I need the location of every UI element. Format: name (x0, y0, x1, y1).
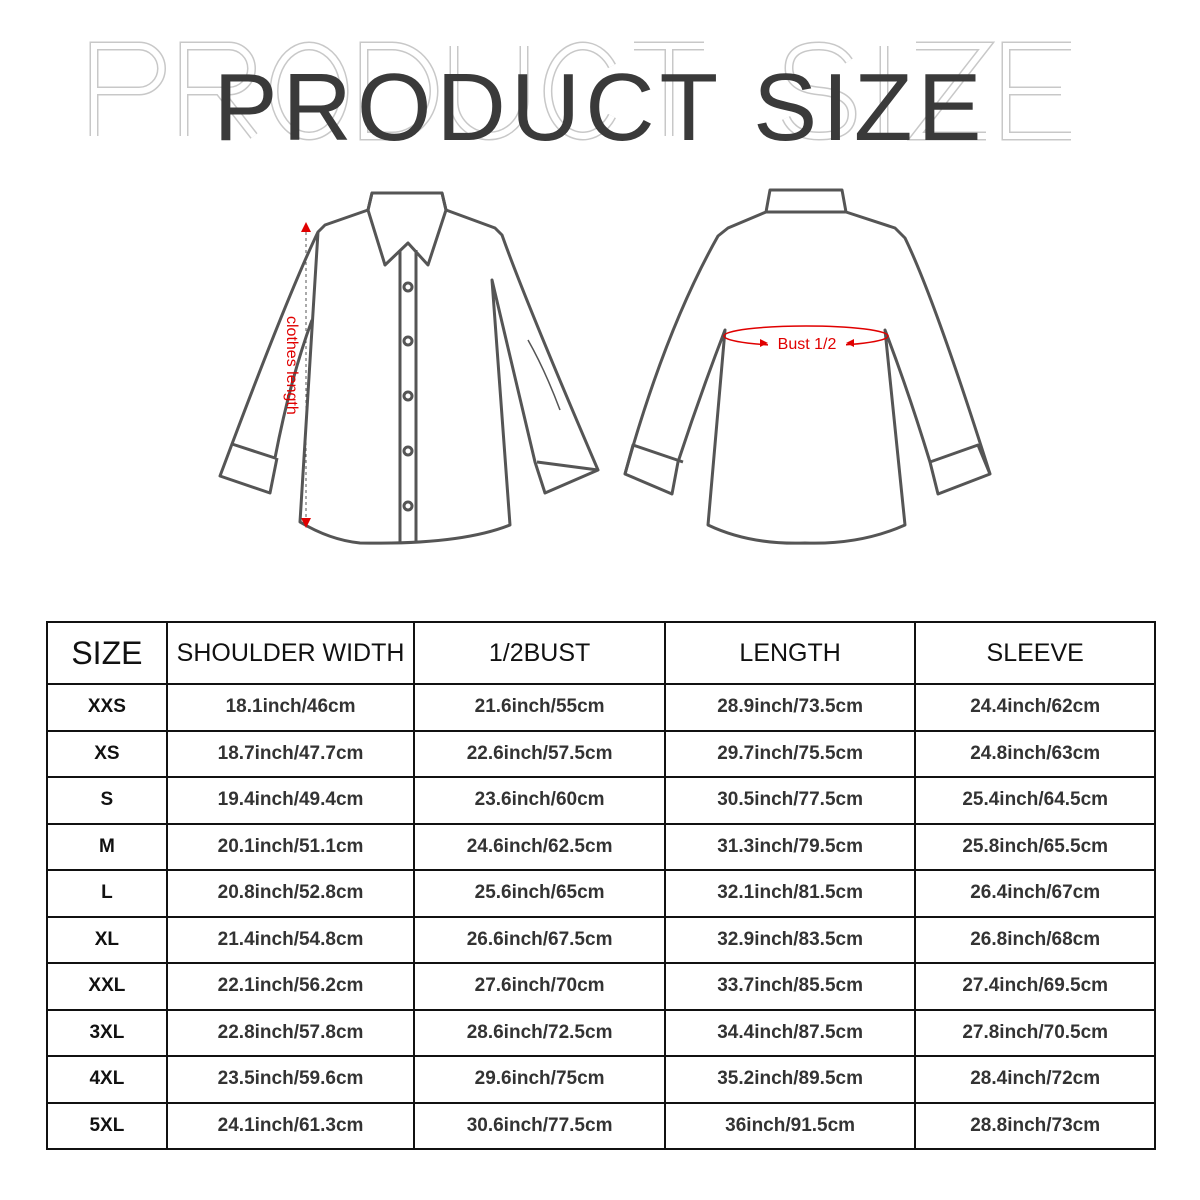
header-shoulder-width: SHOULDER WIDTH (165, 621, 416, 685)
cell-length: 33.7inch/85.5cm (663, 962, 917, 1011)
bust-measure: Bust 1/2 (723, 325, 889, 353)
cell-size: XXS (46, 683, 168, 732)
clothes-length-measure: clothes length (283, 222, 311, 528)
cell-size: M (46, 822, 168, 871)
table-row: XS 18.7inch/47.7cm 22.6inch/57.5cm 29.7inch… (46, 729, 1156, 778)
cell-shoulder-width: 18.7inch/47.7cm (165, 729, 416, 778)
page-title: PRODUCT SIZE (213, 54, 987, 161)
cell-length: 34.4inch/87.5cm (663, 1008, 917, 1057)
header-half-bust: 1/2BUST (413, 621, 666, 685)
table-row: S 19.4inch/49.4cm 23.6inch/60cm 30.5inch/77… (46, 776, 1156, 825)
cell-size: XXL (46, 962, 168, 1011)
table-row: XL 21.4inch/54.8cm 26.6inch/67.5cm 32.9inch… (46, 915, 1156, 964)
shirt-diagram: clothes length Bust 1/2 (218, 188, 992, 545)
arrow-left-icon (846, 339, 854, 347)
cell-length: 28.9inch/73.5cm (663, 683, 917, 732)
cell-length: 31.3inch/79.5cm (663, 822, 917, 871)
cell-half-bust: 28.6inch/72.5cm (413, 1008, 666, 1057)
cell-sleeve: 26.4inch/67cm (914, 869, 1156, 918)
cell-half-bust: 26.6inch/67.5cm (413, 915, 666, 964)
cell-half-bust: 21.6inch/55cm (413, 683, 666, 732)
cell-shoulder-width: 22.8inch/57.8cm (165, 1008, 416, 1057)
cell-sleeve: 24.8inch/63cm (914, 729, 1156, 778)
cell-sleeve: 24.4inch/62cm (914, 683, 1156, 732)
cell-shoulder-width: 24.1inch/61.3cm (165, 1101, 416, 1150)
cell-sleeve: 25.8inch/65.5cm (914, 822, 1156, 871)
cell-size: 3XL (46, 1008, 168, 1057)
cell-length: 36inch/91.5cm (663, 1101, 917, 1150)
cell-sleeve: 27.4inch/69.5cm (914, 962, 1156, 1011)
header-size: SIZE (46, 621, 168, 685)
cell-size: XS (46, 729, 168, 778)
table-row: 5XL 24.1inch/61.3cm 30.6inch/77.5cm 36inch/… (46, 1101, 1156, 1150)
cell-half-bust: 25.6inch/65cm (413, 869, 666, 918)
cell-length: 32.9inch/83.5cm (663, 915, 917, 964)
table-row: 4XL 23.5inch/59.6cm 29.6inch/75cm 35.2inch/… (46, 1055, 1156, 1104)
cell-sleeve: 27.8inch/70.5cm (914, 1008, 1156, 1057)
bust-label: Bust 1/2 (778, 336, 837, 353)
cell-shoulder-width: 20.8inch/52.8cm (165, 869, 416, 918)
table-row: M 20.1inch/51.1cm 24.6inch/62.5cm 31.3inch/… (46, 822, 1156, 871)
shirt-back-icon (623, 188, 992, 545)
clothes-length-label: clothes length (283, 316, 300, 415)
arrow-up-icon (301, 222, 311, 232)
table-row: XXL 22.1inch/56.2cm 27.6inch/70cm 33.7inch/… (46, 962, 1156, 1011)
cell-half-bust: 30.6inch/77.5cm (413, 1101, 666, 1150)
table-row: L 20.8inch/52.8cm 25.6inch/65cm 32.1inch/81… (46, 869, 1156, 918)
cell-sleeve: 25.4inch/64.5cm (914, 776, 1156, 825)
arrow-down-icon (301, 518, 311, 528)
cell-size: 4XL (46, 1055, 168, 1104)
cell-size: L (46, 869, 168, 918)
cell-shoulder-width: 20.1inch/51.1cm (165, 822, 416, 871)
cell-length: 32.1inch/81.5cm (663, 869, 917, 918)
table-header-row: SIZE SHOULDER WIDTH 1/2BUST LENGTH SLEEV… (46, 621, 1156, 685)
header-sleeve: SLEEVE (914, 621, 1156, 685)
cell-size: 5XL (46, 1101, 168, 1150)
cell-half-bust: 27.6inch/70cm (413, 962, 666, 1011)
cell-half-bust: 22.6inch/57.5cm (413, 729, 666, 778)
cell-shoulder-width: 19.4inch/49.4cm (165, 776, 416, 825)
header-length: LENGTH (663, 621, 917, 685)
cell-sleeve: 28.4inch/72cm (914, 1055, 1156, 1104)
cell-length: 35.2inch/89.5cm (663, 1055, 917, 1104)
cell-shoulder-width: 18.1inch/46cm (165, 683, 416, 732)
shirt-front-icon (218, 191, 600, 545)
size-chart-table: SIZE SHOULDER WIDTH 1/2BUST LENGTH SLEEV… (46, 621, 1156, 1150)
cell-half-bust: 24.6inch/62.5cm (413, 822, 666, 871)
cell-sleeve: 26.8inch/68cm (914, 915, 1156, 964)
table-row: 3XL 22.8inch/57.8cm 28.6inch/72.5cm 34.4inc… (46, 1008, 1156, 1057)
arrow-right-icon (760, 339, 768, 347)
cell-length: 29.7inch/75.5cm (663, 729, 917, 778)
cell-sleeve: 28.8inch/73cm (914, 1101, 1156, 1150)
cell-shoulder-width: 23.5inch/59.6cm (165, 1055, 416, 1104)
title-outline-watermark (89, 41, 1071, 141)
cell-shoulder-width: 22.1inch/56.2cm (165, 962, 416, 1011)
table-row: XXS 18.1inch/46cm 21.6inch/55cm 28.9inch/73… (46, 683, 1156, 732)
cell-size: XL (46, 915, 168, 964)
cell-shoulder-width: 21.4inch/54.8cm (165, 915, 416, 964)
cell-half-bust: 23.6inch/60cm (413, 776, 666, 825)
cell-length: 30.5inch/77.5cm (663, 776, 917, 825)
cell-half-bust: 29.6inch/75cm (413, 1055, 666, 1104)
cell-size: S (46, 776, 168, 825)
